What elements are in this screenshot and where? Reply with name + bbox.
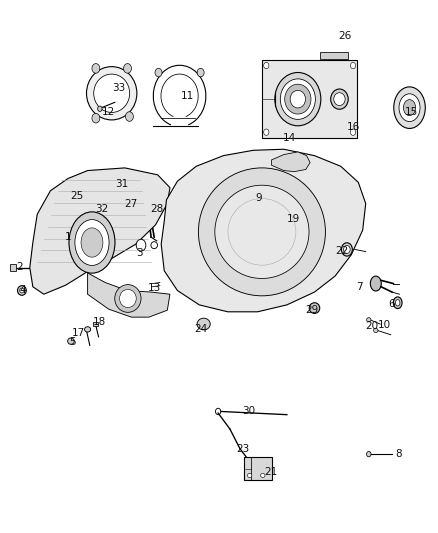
- Text: 29: 29: [305, 305, 318, 315]
- Ellipse shape: [85, 327, 91, 332]
- Text: 18: 18: [93, 318, 106, 327]
- Polygon shape: [272, 152, 310, 172]
- Ellipse shape: [120, 289, 136, 308]
- Ellipse shape: [370, 276, 381, 291]
- Ellipse shape: [399, 94, 420, 122]
- Polygon shape: [30, 168, 170, 294]
- Ellipse shape: [393, 297, 402, 309]
- Ellipse shape: [86, 67, 137, 120]
- Ellipse shape: [264, 129, 269, 135]
- Ellipse shape: [92, 63, 100, 73]
- Text: 32: 32: [95, 204, 108, 214]
- Ellipse shape: [124, 63, 131, 73]
- Ellipse shape: [94, 74, 130, 112]
- Ellipse shape: [367, 451, 371, 457]
- Text: 13: 13: [148, 283, 161, 293]
- Ellipse shape: [215, 408, 221, 415]
- Ellipse shape: [290, 90, 306, 108]
- Ellipse shape: [100, 207, 108, 215]
- Text: 15: 15: [405, 107, 418, 117]
- Ellipse shape: [75, 220, 109, 265]
- Ellipse shape: [286, 215, 290, 220]
- Ellipse shape: [131, 201, 138, 209]
- Ellipse shape: [252, 200, 256, 205]
- Text: 11: 11: [181, 91, 194, 101]
- Ellipse shape: [197, 68, 204, 77]
- Ellipse shape: [280, 79, 315, 119]
- Ellipse shape: [69, 212, 115, 273]
- Ellipse shape: [67, 338, 74, 344]
- Ellipse shape: [18, 286, 26, 295]
- Ellipse shape: [149, 195, 155, 202]
- Ellipse shape: [125, 112, 133, 122]
- Text: 9: 9: [255, 193, 262, 203]
- Ellipse shape: [197, 318, 210, 330]
- Ellipse shape: [309, 303, 320, 313]
- Polygon shape: [88, 273, 170, 317]
- Ellipse shape: [261, 473, 265, 478]
- Text: 16: 16: [347, 122, 360, 132]
- Ellipse shape: [112, 180, 119, 187]
- Text: 8: 8: [395, 449, 402, 459]
- Ellipse shape: [394, 87, 425, 128]
- Text: 19: 19: [287, 214, 300, 223]
- Text: 28: 28: [150, 204, 163, 214]
- Ellipse shape: [350, 62, 356, 69]
- Ellipse shape: [275, 72, 321, 126]
- Text: 24: 24: [194, 325, 207, 334]
- Ellipse shape: [264, 62, 269, 69]
- Text: 25: 25: [70, 191, 83, 201]
- Bar: [262, 60, 357, 138]
- Ellipse shape: [403, 100, 416, 116]
- Bar: [320, 52, 348, 59]
- Bar: [244, 457, 272, 480]
- Text: 3: 3: [136, 248, 143, 258]
- Text: 2: 2: [16, 262, 23, 271]
- Ellipse shape: [92, 114, 100, 123]
- Ellipse shape: [98, 106, 102, 111]
- Ellipse shape: [331, 89, 348, 109]
- Ellipse shape: [367, 318, 371, 322]
- Text: 14: 14: [283, 133, 296, 142]
- Ellipse shape: [350, 129, 356, 135]
- Ellipse shape: [215, 185, 309, 278]
- Text: 17: 17: [71, 328, 85, 338]
- Text: 4: 4: [19, 286, 26, 295]
- Ellipse shape: [285, 84, 311, 114]
- Text: 23: 23: [237, 444, 250, 454]
- Ellipse shape: [342, 243, 352, 256]
- Text: 21: 21: [264, 467, 277, 477]
- Bar: [93, 322, 98, 326]
- Ellipse shape: [374, 328, 378, 333]
- Text: 33: 33: [113, 83, 126, 93]
- Text: 12: 12: [102, 107, 115, 117]
- Text: 20: 20: [365, 321, 378, 331]
- Ellipse shape: [115, 285, 141, 312]
- Text: 1: 1: [64, 232, 71, 242]
- Text: 7: 7: [356, 282, 363, 292]
- Ellipse shape: [136, 239, 146, 251]
- Ellipse shape: [81, 228, 103, 257]
- Text: 26: 26: [339, 31, 352, 41]
- Ellipse shape: [334, 93, 345, 106]
- Ellipse shape: [198, 168, 325, 296]
- Text: 6: 6: [389, 299, 396, 309]
- Polygon shape: [161, 149, 366, 312]
- Ellipse shape: [343, 245, 350, 253]
- Text: 10: 10: [378, 320, 391, 330]
- Ellipse shape: [67, 197, 73, 201]
- Ellipse shape: [155, 68, 162, 77]
- Text: 27: 27: [124, 199, 137, 208]
- Text: 22: 22: [335, 246, 348, 255]
- Ellipse shape: [396, 300, 400, 306]
- Ellipse shape: [247, 473, 252, 478]
- Ellipse shape: [151, 242, 157, 248]
- Ellipse shape: [20, 288, 24, 293]
- Bar: [10, 264, 16, 271]
- Text: 5: 5: [69, 337, 76, 347]
- Text: 31: 31: [115, 179, 128, 189]
- Text: 30: 30: [242, 407, 255, 416]
